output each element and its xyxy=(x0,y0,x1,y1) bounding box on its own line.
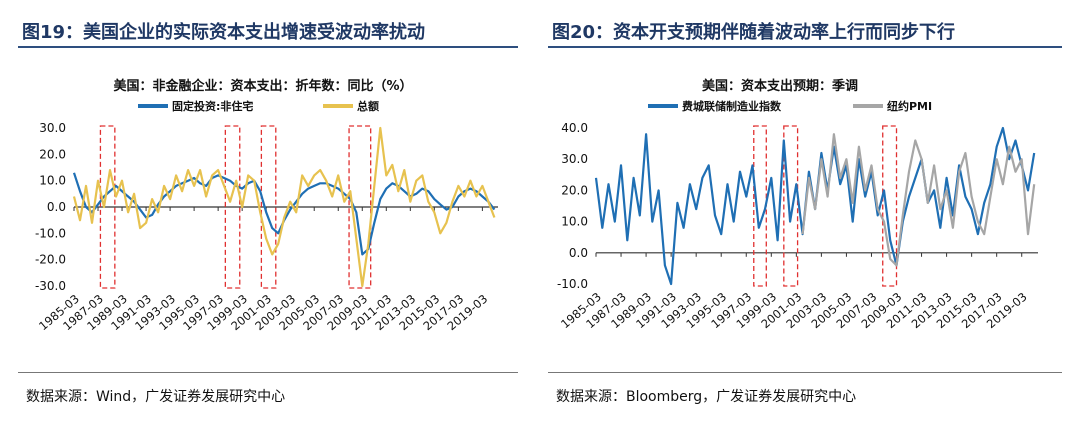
highlight-box xyxy=(348,125,372,289)
y-tick-label: -30.0 xyxy=(35,279,66,293)
chart-title: 美国：资本支出预期：季调 xyxy=(702,78,858,94)
title-rule xyxy=(18,46,518,48)
source-rule xyxy=(548,372,1062,373)
title-rule xyxy=(548,46,1062,48)
y-tick-label: 40.0 xyxy=(561,121,588,135)
series-line xyxy=(801,133,1036,267)
y-tick-label: -10.0 xyxy=(557,277,588,291)
figure-title-20: 图20：资本开支预期伴随着波动率上行而同步下行 xyxy=(552,22,956,43)
y-tick-label: -10.0 xyxy=(35,226,66,240)
data-source: 数据来源：Wind，广发证券发展研究中心 xyxy=(26,389,286,405)
highlight-box xyxy=(882,125,898,287)
source-rule xyxy=(18,372,518,373)
right-panel: 图20：资本开支预期伴随着波动率上行而同步下行 美国：资本支出预期：季调费城联储… xyxy=(548,0,1062,429)
chart-title: 美国：非金融企业：资本支出：折年数：同比（%） xyxy=(113,78,412,94)
data-source: 数据来源：Bloomberg，广发证券发展研究中心 xyxy=(556,389,857,405)
y-tick-label: -20.0 xyxy=(35,253,66,267)
y-tick-label: 20.0 xyxy=(39,147,66,161)
legend-label: 费城联储制造业指数 xyxy=(682,99,782,113)
y-tick-label: 30.0 xyxy=(561,152,588,166)
y-tick-label: 0.0 xyxy=(47,200,66,214)
figure-title-19: 图19：美国企业的实际资本支出增速受波动率扰动 xyxy=(22,22,426,43)
y-tick-label: 0.0 xyxy=(569,246,588,260)
legend-label: 固定投资:非住宅 xyxy=(172,99,253,113)
y-tick-label: 10.0 xyxy=(561,215,588,229)
series-line xyxy=(72,126,496,288)
legend-label: 纽约PMI xyxy=(887,99,932,113)
left-panel: 图19：美国企业的实际资本支出增速受波动率扰动 美国：非金融企业：资本支出：折年… xyxy=(18,0,518,429)
y-tick-label: 30.0 xyxy=(39,121,66,135)
capex-growth-chart: 美国：非金融企业：资本支出：折年数：同比（%） 固定投资:非住宅 总额 30.0 20.… xyxy=(35,78,498,333)
legend-label: 总额 xyxy=(357,99,379,113)
y-tick-label: 10.0 xyxy=(39,174,66,188)
highlight-box xyxy=(783,125,799,287)
y-tick-label: 20.0 xyxy=(561,183,588,197)
